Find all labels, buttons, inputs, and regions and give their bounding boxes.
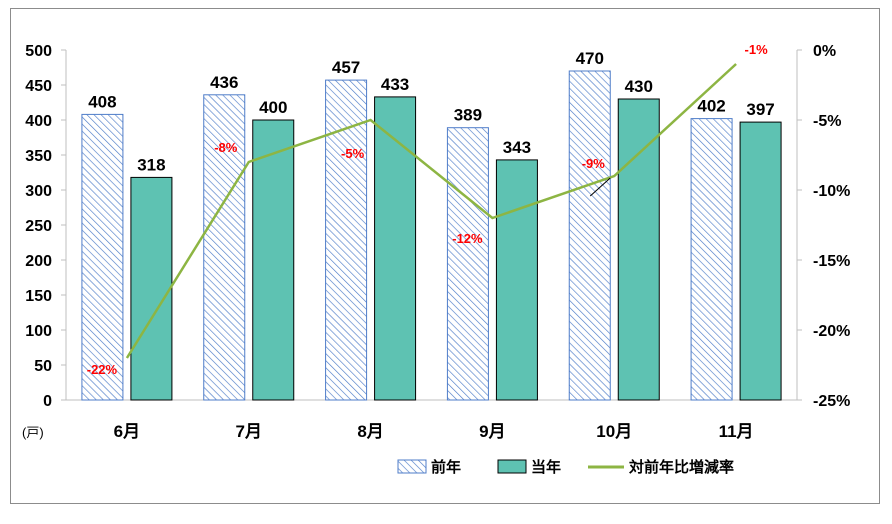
right-tick-label: -5% xyxy=(813,113,841,130)
bar-current-year-label: 433 xyxy=(381,75,409,94)
bar-current-year-label: 397 xyxy=(746,100,774,119)
rate-point-label: -22% xyxy=(87,362,118,377)
bar-current-year-label: 400 xyxy=(259,98,287,117)
bar-current-year xyxy=(252,119,295,401)
category-label: 10月 xyxy=(596,422,632,441)
bar-prev-year xyxy=(203,94,246,401)
bar-current-year-label: 343 xyxy=(503,138,531,157)
bar-prev-year xyxy=(446,127,489,401)
left-tick-label: 200 xyxy=(25,253,52,270)
legend-swatch-current-year xyxy=(497,459,527,474)
rate-line-group xyxy=(125,63,737,359)
left-tick-label: 150 xyxy=(25,288,52,305)
rate-point-label: -1% xyxy=(745,42,769,57)
bar-current-year xyxy=(739,121,782,401)
bars-group xyxy=(81,70,782,401)
rate-point-label: -9% xyxy=(582,156,606,171)
axes-group: 0 50 100 150 200 250 300 350 400 450 500 -25% -20% -1… xyxy=(22,43,850,441)
bar-current-year-label: 318 xyxy=(137,155,165,174)
legend-label-prev-year: 前年 xyxy=(431,458,461,476)
right-tick-label: 0% xyxy=(813,43,836,60)
bar-prev-year-label: 402 xyxy=(697,97,725,116)
left-tick-label: 0 xyxy=(43,393,52,410)
bar-prev-year xyxy=(568,70,611,401)
data-labels-group: 408 318 436 400 457 433 389 343 470 430 402 397 -22%… xyxy=(87,42,775,377)
right-tick-label: -25% xyxy=(813,393,850,410)
left-axis-unit: (戸) xyxy=(22,425,44,440)
rate-point-label: -12% xyxy=(452,231,483,246)
bar-current-year xyxy=(495,159,538,401)
legend: 前年 当年 対前年比増減率 xyxy=(397,458,734,476)
left-tick-label: 100 xyxy=(25,323,52,340)
bar-prev-year-label: 408 xyxy=(88,92,116,111)
category-label: 7月 xyxy=(236,422,262,441)
left-tick-label: 350 xyxy=(25,148,52,165)
category-label: 6月 xyxy=(114,422,140,441)
bar-current-year xyxy=(374,96,417,401)
bar-prev-year-label: 389 xyxy=(454,106,482,125)
legend-label-rate: 対前年比増減率 xyxy=(628,458,734,476)
bar-current-year xyxy=(617,98,660,401)
legend-label-current-year: 当年 xyxy=(531,458,561,476)
left-tick-label: 300 xyxy=(25,183,52,200)
left-tick-label: 450 xyxy=(25,78,52,95)
left-tick-label: 250 xyxy=(25,218,52,235)
bar-prev-year xyxy=(325,79,368,401)
category-label: 8月 xyxy=(357,422,383,441)
rate-point-label: -5% xyxy=(341,146,365,161)
right-tick-label: -10% xyxy=(813,183,850,200)
left-tick-label: 500 xyxy=(25,43,52,60)
bar-current-year-label: 430 xyxy=(625,77,653,96)
bar-current-year xyxy=(130,176,173,401)
right-tick-label: -15% xyxy=(813,253,850,270)
bar-prev-year xyxy=(81,113,124,401)
legend-swatch-prev-year xyxy=(397,459,427,474)
bar-prev-year-label: 457 xyxy=(332,58,360,77)
right-tick-label: -20% xyxy=(813,323,850,340)
bar-prev-year-label: 436 xyxy=(210,73,238,92)
category-label: 9月 xyxy=(479,422,505,441)
category-label: 11月 xyxy=(719,422,754,441)
left-tick-label: 50 xyxy=(34,358,52,375)
bar-prev-year-label: 470 xyxy=(576,49,604,68)
rate-point-label: -8% xyxy=(214,140,238,155)
rate-label-leader xyxy=(589,177,611,197)
bar-prev-year xyxy=(690,118,733,401)
left-tick-label: 400 xyxy=(25,113,52,130)
rate-line xyxy=(125,63,737,359)
